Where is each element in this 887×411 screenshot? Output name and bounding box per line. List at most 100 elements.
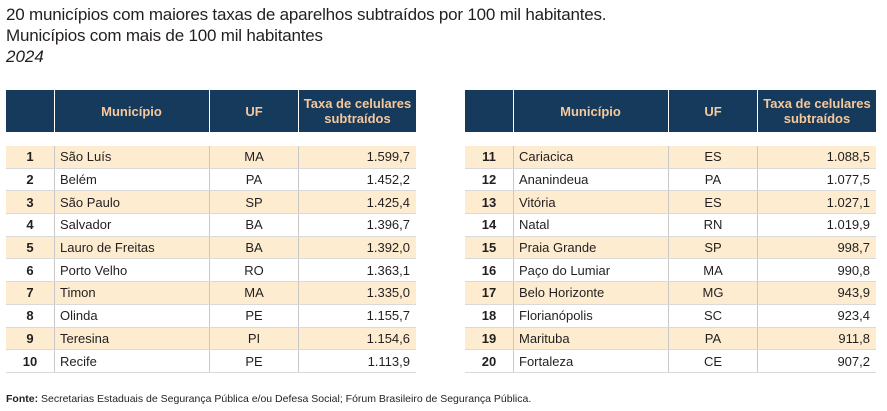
header-municipio: Município <box>101 103 162 119</box>
table-body: 1 São Luís MA 1.599,7 2 Belém PA 1.452,2 3 São Pa… <box>6 146 416 373</box>
municipio-cell: Belém <box>60 172 97 188</box>
rate-cell: 1.392,0 <box>366 240 410 256</box>
rate-cell: 943,9 <box>837 285 870 301</box>
rate-cell: 998,7 <box>837 240 870 256</box>
rate-cell: 1.452,2 <box>366 172 410 188</box>
header-rate-line1: Taxa de celulares <box>763 96 871 111</box>
municipio-cell: Lauro de Freitas <box>60 240 155 256</box>
municipio-cell: Salvador <box>60 217 112 233</box>
municipio-cell: Paço do Lumiar <box>519 262 611 278</box>
uf-cell: PE <box>245 353 263 369</box>
table-row: 17 Belo Horizonte MG 943,9 <box>465 282 876 305</box>
page-title: 20 municípios com maiores taxas de apare… <box>6 5 607 24</box>
column-divider <box>298 191 299 214</box>
column-divider <box>668 214 669 236</box>
uf-cell: ES <box>704 149 722 165</box>
table-row: 9 Teresina PI 1.154,6 <box>6 327 416 351</box>
rank-cell: 9 <box>26 330 34 346</box>
rate-cell: 1.599,7 <box>366 149 410 165</box>
uf-cell: RO <box>244 262 264 278</box>
uf-cell: PA <box>704 172 722 188</box>
rank-cell: 18 <box>481 308 497 324</box>
header-divider <box>298 90 299 132</box>
rank-cell: 2 <box>26 172 34 188</box>
column-divider <box>513 304 514 327</box>
uf-cell: CE <box>703 353 723 369</box>
rank-cell: 17 <box>481 285 497 301</box>
column-divider <box>54 146 55 168</box>
municipio-cell: Teresina <box>60 330 110 346</box>
column-divider <box>209 146 210 168</box>
source-label: Fonte: <box>6 393 39 405</box>
municipio-cell: Recife <box>60 353 97 369</box>
column-divider <box>757 327 758 350</box>
table-row: 13 Vitória ES 1.027,1 <box>465 191 876 215</box>
column-divider <box>298 236 299 259</box>
column-divider <box>298 214 299 236</box>
table-row: 6 Porto Velho RO 1.363,1 <box>6 259 416 283</box>
table-row: 11 Cariacica ES 1.088,5 <box>465 146 876 169</box>
column-divider <box>668 350 669 372</box>
header-rate-line2: subtraídos <box>324 111 391 126</box>
table-header: Município UF Taxa de celulares subtraído… <box>6 90 416 132</box>
municipio-cell: São Paulo <box>60 194 120 210</box>
column-divider <box>757 191 758 214</box>
column-divider <box>209 350 210 372</box>
column-divider <box>209 259 210 282</box>
rate-cell: 911,8 <box>838 330 870 346</box>
header-divider <box>757 90 758 132</box>
column-divider <box>757 214 758 236</box>
table-row: 19 Marituba PA 911,8 <box>465 327 876 351</box>
rank-cell: 11 <box>482 149 496 165</box>
table-row: 20 Fortaleza CE 907,2 <box>465 350 876 373</box>
header-rate: Taxa de celulares subtraídos <box>758 90 876 132</box>
rank-cell: 8 <box>26 308 34 324</box>
column-divider <box>757 146 758 168</box>
rank-cell: 10 <box>22 353 38 369</box>
rank-cell: 12 <box>481 172 497 188</box>
column-divider <box>209 236 210 259</box>
rank-cell: 5 <box>26 240 34 256</box>
header-rate: Taxa de celulares subtraídos <box>299 90 416 132</box>
uf-cell: RN <box>703 217 723 233</box>
rate-cell: 990,8 <box>837 262 870 278</box>
column-divider <box>757 350 758 372</box>
column-divider <box>668 146 669 168</box>
source-text: Secretarias Estaduais de Segurança Públi… <box>38 393 532 405</box>
rank-cell: 6 <box>26 262 34 278</box>
column-divider <box>668 168 669 191</box>
column-divider <box>513 168 514 191</box>
column-divider <box>757 282 758 304</box>
table-row: 10 Recife PE 1.113,9 <box>6 350 416 373</box>
column-divider <box>298 327 299 350</box>
header-uf: UF <box>245 103 263 119</box>
rate-cell: 1.155,7 <box>366 308 410 324</box>
rank-cell: 15 <box>481 240 497 256</box>
table-body: 11 Cariacica ES 1.088,5 12 Ananindeua PA 1.077,… <box>465 146 876 373</box>
column-divider <box>298 168 299 191</box>
column-divider <box>54 191 55 214</box>
column-divider <box>513 259 514 282</box>
rate-cell: 1.396,7 <box>366 217 410 233</box>
uf-cell: ES <box>704 194 722 210</box>
rate-cell: 1.088,5 <box>826 149 870 165</box>
column-divider <box>54 327 55 350</box>
header-divider <box>668 90 669 132</box>
column-divider <box>298 259 299 282</box>
column-divider <box>209 282 210 304</box>
table-row: 3 São Paulo SP 1.425,4 <box>6 191 416 215</box>
column-divider <box>209 304 210 327</box>
column-divider <box>54 168 55 191</box>
table-row: 5 Lauro de Freitas BA 1.392,0 <box>6 236 416 260</box>
rank-cell: 20 <box>481 353 497 369</box>
column-divider <box>513 146 514 168</box>
municipio-cell: Cariacica <box>519 149 574 165</box>
uf-cell: PA <box>245 172 263 188</box>
rank-cell: 14 <box>481 217 497 233</box>
source-note: Fonte: Secretarias Estaduais de Seguranç… <box>6 393 531 405</box>
column-divider <box>54 304 55 327</box>
uf-cell: MA <box>244 149 264 165</box>
table-row: 16 Paço do Lumiar MA 990,8 <box>465 259 876 283</box>
table-row: 2 Belém PA 1.452,2 <box>6 168 416 192</box>
municipio-cell: São Luís <box>60 149 112 165</box>
